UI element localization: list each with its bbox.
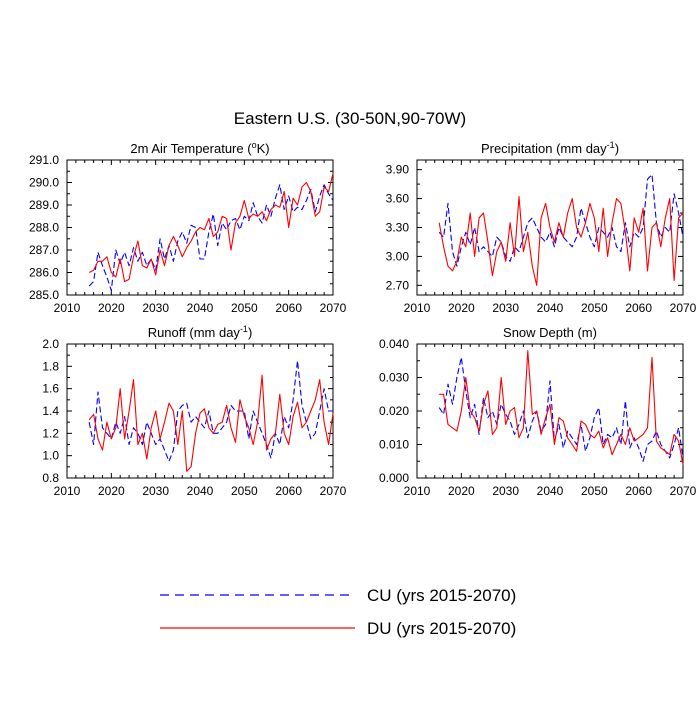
series-line-du xyxy=(88,374,334,472)
x-tick-label: 2070 xyxy=(320,301,347,315)
x-tick-label: 2050 xyxy=(581,301,608,315)
plot-frame xyxy=(66,343,334,479)
panel-air-temp: 2m Air Temperature (oK) 2010 2020 2030 2040 2… xyxy=(29,140,347,315)
x-tick-label: 2010 xyxy=(54,484,81,498)
y-tick-label: 0.000 xyxy=(379,471,409,485)
x-tick-label: 2060 xyxy=(625,301,652,315)
x-tick-label: 2020 xyxy=(448,301,475,315)
x-tick-label: 2020 xyxy=(448,484,475,498)
x-tick-label: 2050 xyxy=(231,484,258,498)
y-tick-label: 2.0 xyxy=(42,337,59,351)
y-tick-label: 0.040 xyxy=(379,337,409,351)
panel-title: 2m Air Temperature (oK) xyxy=(130,140,269,156)
x-tick-label: 2010 xyxy=(404,301,431,315)
series-line-du xyxy=(439,350,684,465)
y-tick-label: 291.0 xyxy=(29,153,59,167)
y-tick-label: 290.0 xyxy=(29,176,59,190)
x-tick-label: 2070 xyxy=(670,301,697,315)
y-tick-label: 0.020 xyxy=(379,404,409,418)
x-tick-label: 2030 xyxy=(492,301,519,315)
x-tick-label: 2050 xyxy=(581,484,608,498)
y-tick-label: 1.0 xyxy=(42,449,59,463)
series-line-du xyxy=(88,173,334,283)
series-line-cu xyxy=(438,173,684,267)
panel-title: Precipitation (mm day-1) xyxy=(481,140,619,156)
x-tick-label: 2060 xyxy=(275,484,302,498)
x-tick-label: 2010 xyxy=(404,484,431,498)
y-tick-label: 286.0 xyxy=(29,266,59,280)
legend-cu-label: CU (yrs 2015-2070) xyxy=(367,586,516,605)
y-tick-label: 1.6 xyxy=(42,382,59,396)
x-tick-label: 2040 xyxy=(187,301,214,315)
y-tick-label: 1.8 xyxy=(42,359,59,373)
panel-snow-depth: Snow Depth (m) 2010 2020 2030 2040 2050 2060 20… xyxy=(379,325,697,498)
x-tick-label: 2030 xyxy=(142,301,169,315)
x-tick-label: 2030 xyxy=(492,484,519,498)
x-tick-label: 2020 xyxy=(98,484,125,498)
x-tick-label: 2010 xyxy=(54,301,81,315)
y-tick-label: 3.30 xyxy=(386,221,410,235)
y-tick-label: 285.0 xyxy=(29,288,59,302)
x-tick-label: 2040 xyxy=(537,484,564,498)
x-tick-label: 2060 xyxy=(625,484,652,498)
x-tick-label: 2040 xyxy=(537,301,564,315)
panel-title: Runoff (mm day-1) xyxy=(148,324,253,340)
y-tick-label: 1.2 xyxy=(42,426,59,440)
x-tick-label: 2020 xyxy=(98,301,125,315)
plot-frame xyxy=(416,343,684,479)
x-tick-label: 2040 xyxy=(187,484,214,498)
panel-runoff: Runoff (mm day-1) 2010 2020 2030 2040 2050 206… xyxy=(42,324,346,498)
x-tick-label: 2060 xyxy=(275,301,302,315)
series-line-du xyxy=(438,196,684,286)
x-tick-label: 2070 xyxy=(320,484,347,498)
series-line-cu xyxy=(88,360,333,462)
y-tick-label: 287.0 xyxy=(29,243,59,257)
y-tick-label: 0.010 xyxy=(379,438,409,452)
legend: CU (yrs 2015-2070) DU (yrs 2015-2070) xyxy=(160,586,516,638)
y-tick-label: 3.00 xyxy=(386,249,410,263)
series-line-cu xyxy=(88,184,334,292)
y-tick-label: 3.90 xyxy=(386,163,410,177)
x-tick-label: 2050 xyxy=(231,301,258,315)
y-tick-label: 289.0 xyxy=(29,198,59,212)
y-tick-label: 288.0 xyxy=(29,221,59,235)
x-tick-label: 2070 xyxy=(670,484,697,498)
panel-title: Snow Depth (m) xyxy=(503,325,597,340)
panel-precipitation: Precipitation (mm day-1) 2010 2020 2030 2040… xyxy=(386,140,697,315)
y-tick-label: 3.60 xyxy=(386,192,410,206)
y-tick-label: 0.030 xyxy=(379,371,409,385)
y-tick-label: 2.70 xyxy=(386,278,410,292)
y-tick-label: 1.4 xyxy=(42,404,59,418)
figure-title: Eastern U.S. (30-50N,90-70W) xyxy=(234,109,466,128)
legend-du-label: DU (yrs 2015-2070) xyxy=(367,619,516,638)
x-tick-label: 2030 xyxy=(142,484,169,498)
y-tick-label: 0.8 xyxy=(42,471,59,485)
series-line-cu xyxy=(438,356,684,462)
panels: 2m Air Temperature (oK) 2010 2020 2030 2040 2… xyxy=(29,140,697,498)
